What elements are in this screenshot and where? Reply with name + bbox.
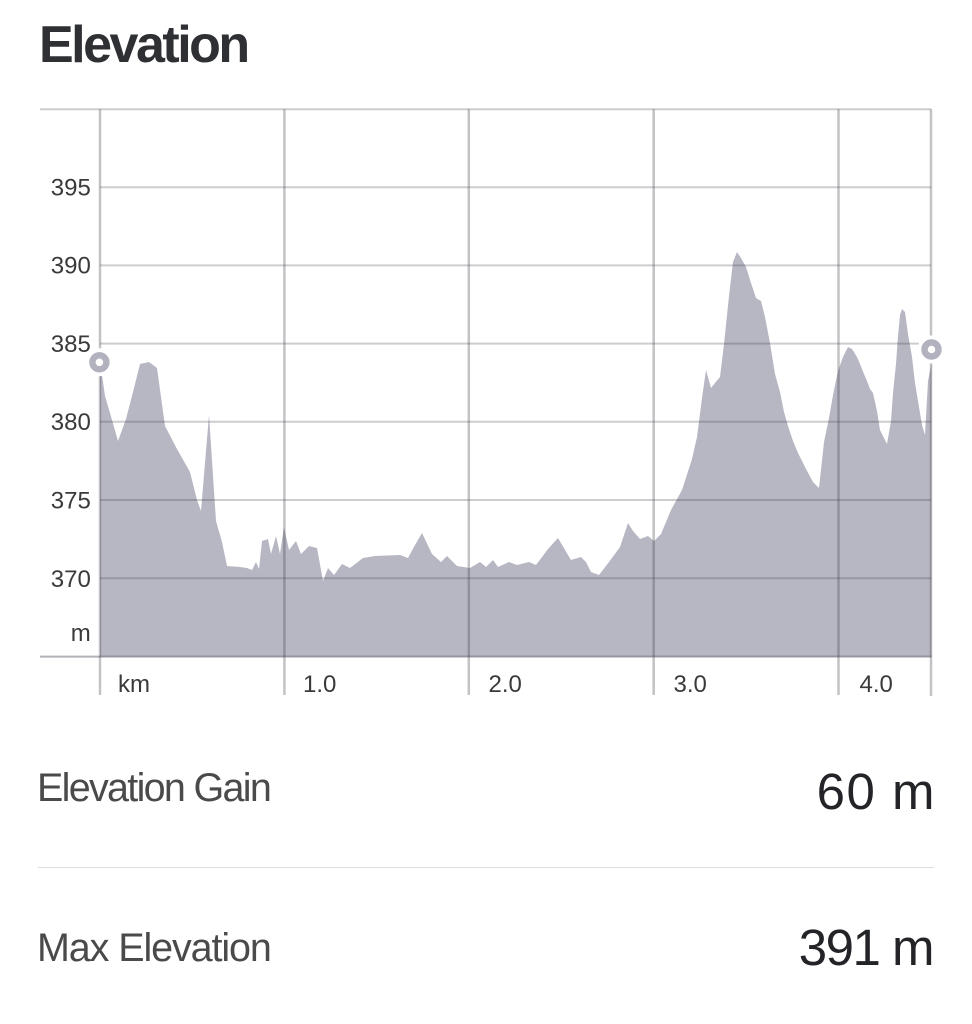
svg-text:390: 390 (51, 253, 91, 280)
svg-text:3.0: 3.0 (674, 671, 707, 698)
svg-text:385: 385 (51, 331, 91, 358)
svg-text:m: m (71, 620, 91, 647)
svg-text:2.0: 2.0 (489, 671, 522, 698)
svg-text:395: 395 (51, 174, 91, 201)
svg-text:375: 375 (51, 488, 91, 515)
svg-text:km: km (118, 671, 150, 698)
svg-text:4.0: 4.0 (860, 671, 893, 698)
svg-text:380: 380 (51, 409, 91, 436)
svg-text:370: 370 (51, 566, 91, 593)
svg-text:1.0: 1.0 (303, 671, 336, 698)
